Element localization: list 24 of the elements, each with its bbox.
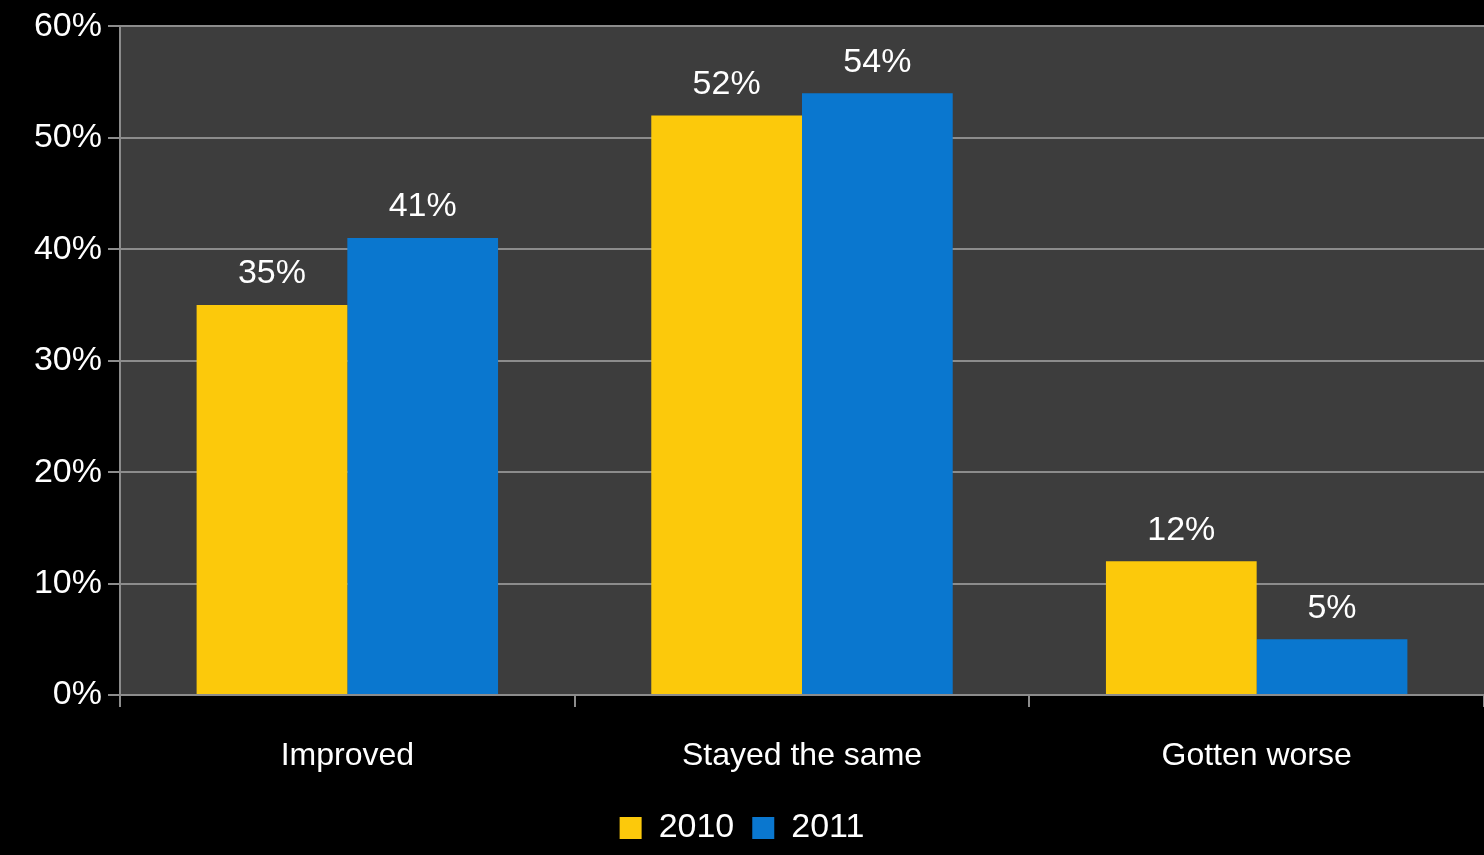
y-tick-label: 0% (52, 673, 102, 712)
x-tick-label: Stayed the same (681, 736, 923, 773)
data-label: 54% (843, 40, 912, 79)
data-label: 12% (1147, 508, 1216, 547)
x-tick-label: Gotten worse (1161, 736, 1352, 773)
y-tick-label: 30% (33, 339, 102, 378)
bar (802, 93, 953, 694)
y-tick-label: 50% (33, 116, 102, 155)
bar (1105, 561, 1257, 694)
bar (1256, 639, 1408, 694)
bar (651, 115, 802, 694)
y-tick-label: 20% (33, 450, 102, 489)
bar (196, 304, 348, 694)
y-tick-label: 60% (33, 4, 102, 43)
legend-label: 2011 (791, 806, 865, 845)
data-label: 41% (388, 185, 457, 224)
y-tick-label: 40% (33, 227, 102, 266)
data-label: 5% (1307, 586, 1357, 625)
y-tick-label: 10% (33, 561, 102, 600)
legend-label: 2010 (658, 806, 735, 845)
x-tick-label: Improved (280, 736, 415, 773)
bar (347, 238, 499, 694)
data-label: 52% (692, 62, 761, 101)
data-label: 35% (237, 252, 306, 291)
